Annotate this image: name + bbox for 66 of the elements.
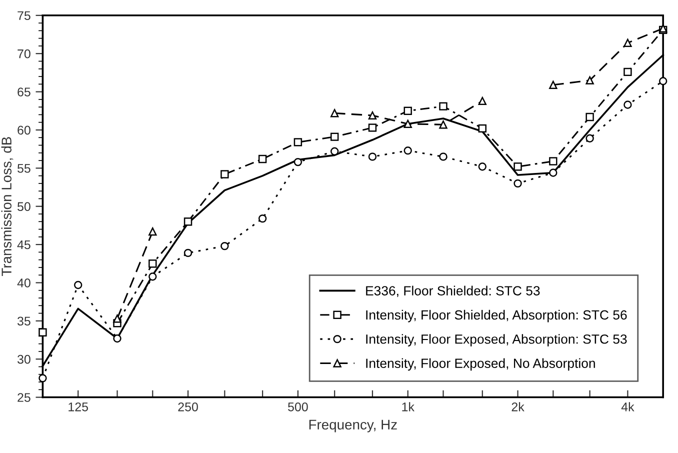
point bbox=[368, 124, 377, 132]
y-tick-label: 40 bbox=[17, 278, 30, 288]
y-tick-label: 25 bbox=[18, 393, 30, 402]
x-tick-label: 2k bbox=[512, 402, 524, 412]
point bbox=[549, 80, 558, 89]
point bbox=[220, 242, 229, 250]
point bbox=[549, 157, 558, 166]
point bbox=[148, 272, 157, 281]
y-tick-label: 30 bbox=[17, 354, 30, 364]
legend-label: Intensity, Floor Shielded, Absorption: STC 56 bbox=[366, 310, 627, 322]
legend-label: E336, Floor Shielded: STC 53 bbox=[366, 286, 540, 298]
point bbox=[148, 260, 157, 268]
y-tick-label: 50 bbox=[18, 202, 30, 211]
point bbox=[113, 334, 122, 343]
point bbox=[38, 328, 47, 336]
point bbox=[439, 120, 448, 129]
point bbox=[368, 111, 377, 120]
point bbox=[38, 374, 47, 382]
y-tick-label: 55 bbox=[18, 164, 30, 173]
x-axis-title: Frequency, Hz bbox=[309, 420, 397, 432]
point bbox=[404, 120, 412, 128]
point bbox=[478, 124, 486, 133]
point bbox=[586, 134, 594, 142]
point bbox=[330, 147, 339, 156]
point bbox=[658, 76, 668, 86]
point bbox=[404, 106, 412, 115]
point bbox=[624, 38, 632, 47]
point bbox=[220, 170, 229, 178]
point bbox=[514, 179, 522, 188]
x-tick-label: 4k bbox=[621, 402, 634, 412]
point bbox=[184, 218, 192, 226]
y-tick-label: 65 bbox=[18, 88, 30, 96]
x-tick-label: 125 bbox=[68, 402, 88, 412]
point bbox=[258, 154, 267, 164]
point bbox=[478, 96, 486, 106]
legend-label: Intensity, Floor Exposed, No Absorption bbox=[366, 358, 595, 371]
legend-label: Intensity, Floor Exposed, Absorption: STC 53 bbox=[366, 334, 627, 346]
point bbox=[294, 158, 302, 166]
point bbox=[404, 146, 412, 155]
y-axis-title: Transmission Loss, dB bbox=[1, 137, 14, 276]
x-tick-label: 250 bbox=[178, 402, 198, 412]
point bbox=[624, 68, 632, 76]
y-tick-label: 70 bbox=[18, 49, 30, 58]
point bbox=[184, 248, 192, 258]
point bbox=[439, 102, 448, 110]
point bbox=[586, 112, 594, 122]
y-tick-label: 45 bbox=[17, 240, 30, 250]
point bbox=[368, 152, 377, 161]
point bbox=[74, 280, 82, 290]
point bbox=[258, 214, 267, 223]
point bbox=[148, 227, 157, 236]
y-tick-label: 60 bbox=[18, 126, 30, 135]
point bbox=[330, 109, 339, 118]
y-tick-label: 35 bbox=[17, 316, 30, 326]
point bbox=[586, 76, 594, 84]
x-tick-label: 500 bbox=[288, 402, 308, 412]
x-tick-label: 1k bbox=[402, 402, 414, 412]
point bbox=[514, 162, 522, 171]
point bbox=[549, 168, 558, 177]
point bbox=[439, 152, 448, 161]
y-tick-label: 75 bbox=[18, 11, 30, 20]
point bbox=[113, 314, 122, 323]
point bbox=[294, 138, 302, 146]
point bbox=[330, 132, 339, 141]
point bbox=[478, 162, 486, 171]
point bbox=[624, 100, 632, 109]
